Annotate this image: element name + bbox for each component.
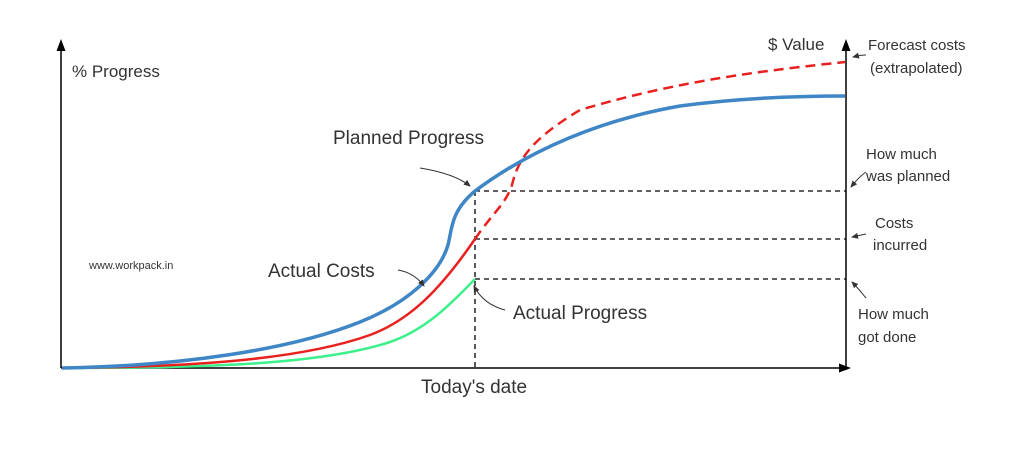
done-note-line2: got done: [858, 329, 916, 346]
planned-pointer-arrow: [419, 167, 471, 187]
planned-note-line1: How much: [866, 146, 937, 163]
left-axis-label: % Progress: [72, 62, 160, 81]
done-note-arrow: [851, 281, 867, 299]
forecast-pointer-arrow: [852, 52, 867, 59]
costs-note-arrow: [851, 232, 867, 239]
forecast-note-line1: Forecast costs: [868, 37, 966, 54]
planned-progress-curve: [61, 94, 846, 370]
right-axis-label: $ Value: [768, 35, 824, 54]
done-note-line1: How much: [858, 306, 929, 323]
forecast-costs-curve: [473, 60, 846, 240]
watermark: www.workpack.in: [88, 260, 173, 272]
planned-note-arrow: [850, 171, 867, 188]
forecast-note-line2: (extrapolated): [870, 60, 963, 77]
costs-note-line1: Costs: [875, 215, 913, 232]
actual-costs-label: Actual Costs: [268, 261, 375, 282]
costs-note-line2: incurred: [873, 237, 927, 254]
planned-note-line2: was planned: [865, 168, 950, 185]
actual-costs-pointer-arrow: [397, 269, 425, 287]
x-axis-label: Today's date: [421, 377, 527, 398]
actual-costs-curve: [61, 238, 477, 370]
planned-progress-label: Planned Progress: [333, 128, 484, 149]
actual-progress-label: Actual Progress: [513, 303, 647, 324]
actual-progress-curve: [61, 278, 476, 370]
actual-progress-pointer-arrow: [473, 285, 506, 311]
